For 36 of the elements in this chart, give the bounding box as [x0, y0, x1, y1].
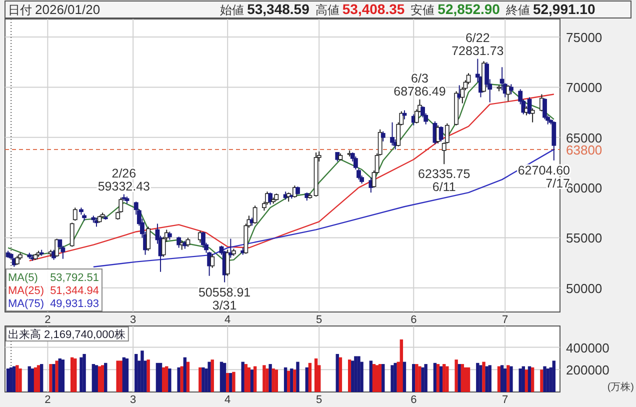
legend: MA(5) 53,792.51 MA(25) 51,344.94 MA(75) 49,931.93 — [6, 268, 102, 312]
x-tick-label: 5 — [316, 394, 322, 406]
text: 始値 53,348.59 — [220, 1, 310, 17]
x-tick-label: 7 — [502, 314, 508, 326]
annotation: 62335.75 — [418, 167, 470, 182]
x-tick-label: 7 — [502, 394, 508, 406]
y-tick-label: 200000 — [566, 362, 610, 378]
y-tick-label: 400000 — [566, 340, 610, 356]
x-tick-label: 4 — [224, 394, 231, 406]
annotation: 出来高 2,169,740,000株 — [8, 328, 126, 341]
y-tick-label: 50000 — [566, 280, 602, 296]
annotation: 59332.43 — [98, 179, 150, 194]
x-tick-label: 2 — [44, 314, 51, 326]
annotation: 3/31 — [212, 298, 237, 312]
y-tick-label: 55000 — [566, 230, 602, 246]
text: 安値 52,852.90 — [410, 1, 500, 17]
annotation: 50558.91 — [198, 285, 251, 300]
x-tick-label: 6 — [410, 394, 417, 406]
annotation: 6/11 — [432, 180, 456, 194]
text: 高値 53,408.35 — [315, 1, 405, 17]
x-tick-label: 5 — [316, 314, 322, 326]
text: 日付 2026/01/20 — [8, 2, 100, 17]
annotation: 6/22 — [465, 30, 490, 45]
y-tick-label: 75000 — [566, 30, 602, 46]
annotation: 6/3 — [411, 71, 428, 86]
x-tick-label: 6 — [410, 314, 417, 326]
x-tick-label: 3 — [130, 394, 136, 406]
annotation: 72831.73 — [452, 44, 504, 58]
annotation: 2/26 — [112, 166, 136, 180]
text: 終値 52,991.10 — [504, 1, 596, 17]
x-tick-label: 3 — [130, 314, 136, 326]
annotation: 68786.49 — [394, 84, 446, 98]
x-tick-label: 2 — [44, 394, 51, 406]
y-axis-title: (万株) — [607, 381, 634, 393]
x-tick-label: 4 — [224, 314, 231, 326]
y-tick-label: 70000 — [566, 80, 602, 96]
